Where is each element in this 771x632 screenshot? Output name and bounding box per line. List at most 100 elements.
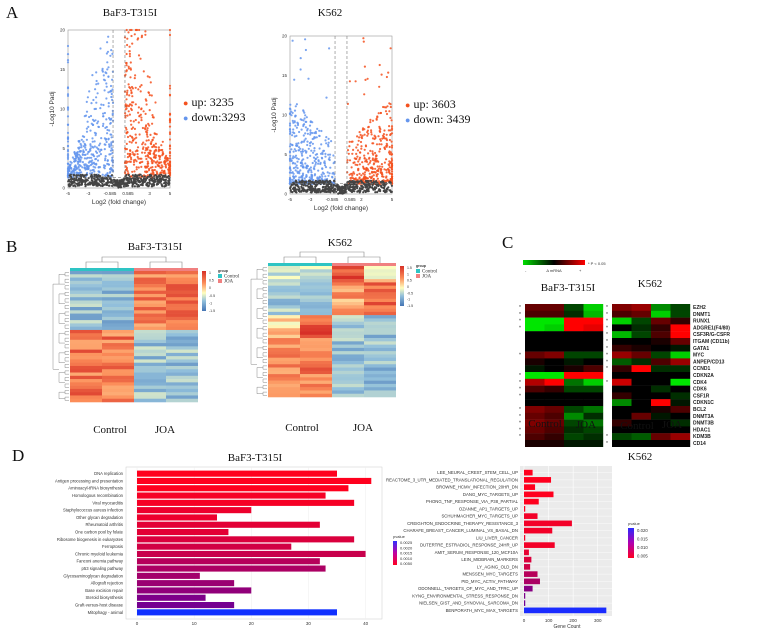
heatmap-cell	[268, 334, 300, 339]
up-point	[140, 116, 143, 119]
up-point	[144, 112, 147, 115]
down-point	[109, 54, 112, 57]
down-point	[104, 155, 107, 158]
heatmap-cell	[364, 266, 396, 270]
up-point	[133, 127, 136, 130]
down-point	[324, 175, 327, 178]
up-point	[140, 36, 143, 39]
up-point	[168, 113, 172, 116]
heatmap-cell	[631, 372, 652, 379]
legend-up: ● up: 3235	[183, 95, 245, 110]
legend-tick: 0.020	[637, 528, 648, 533]
down-point	[293, 78, 296, 81]
up-point	[390, 177, 394, 180]
down-point	[324, 152, 327, 155]
scale-tick: -0.5	[407, 291, 413, 295]
category-label: DUTERTRE_ESTRADIOL_RESPONSE_24HR_UP	[420, 543, 518, 548]
down-point	[302, 119, 305, 122]
heatmap-c-xlabel-control: Control	[528, 418, 562, 430]
bar	[524, 535, 526, 541]
ns-point	[143, 177, 146, 180]
down-point	[307, 147, 310, 150]
down-point	[105, 52, 108, 55]
heatmap-cell	[564, 399, 584, 407]
ns-point	[356, 180, 359, 183]
heatmap-cell	[102, 326, 134, 331]
heatmap-cell	[268, 331, 300, 336]
up-point	[356, 173, 359, 176]
heatmap-cell	[364, 338, 396, 342]
category-label: Staphylococcus aureus infection	[63, 508, 124, 513]
down-point	[82, 149, 85, 152]
panel-label-d: D	[12, 446, 25, 465]
up-point	[358, 156, 362, 159]
heatmap-cell	[631, 324, 652, 332]
ns-point	[335, 190, 338, 193]
panel-label-a: A	[6, 3, 19, 22]
heatmap-cell	[651, 419, 671, 427]
down-point	[291, 119, 294, 122]
up-point	[151, 114, 154, 117]
up-point	[385, 137, 388, 140]
down-point	[323, 164, 327, 167]
up-point	[377, 135, 380, 138]
heatmap-cell	[332, 308, 364, 313]
up-point	[385, 176, 388, 179]
down-point	[110, 142, 113, 146]
up-point	[129, 61, 132, 64]
bar	[137, 565, 326, 572]
significance-marker: *	[606, 366, 608, 372]
down-point	[324, 139, 327, 142]
up-point	[128, 140, 131, 143]
down-point	[108, 143, 111, 146]
down-point	[310, 176, 313, 179]
down-point	[305, 116, 308, 119]
up-point	[146, 154, 149, 158]
significance-marker: *	[519, 305, 521, 311]
heatmap-cell	[102, 385, 134, 390]
legend-title: pvalue	[393, 534, 406, 539]
down-point	[296, 144, 299, 147]
up-point	[383, 161, 386, 164]
up-point	[382, 175, 385, 178]
heatmap-cell	[332, 266, 364, 270]
ns-point	[359, 190, 362, 193]
ns-point	[164, 174, 167, 177]
y-tick-label: 15	[60, 67, 66, 72]
heatmap-cell	[70, 369, 102, 373]
ns-point	[290, 190, 293, 193]
down-point	[288, 150, 292, 153]
down-point	[96, 122, 99, 125]
significance-marker: *	[519, 387, 521, 393]
gene-label: DNMT3B	[693, 421, 714, 427]
down-point	[297, 178, 300, 181]
down-point	[301, 150, 304, 153]
up-point	[163, 172, 166, 175]
bar	[524, 491, 554, 498]
scale-tick: 0.5	[209, 279, 214, 283]
up-point	[130, 104, 133, 107]
heatmap-cell	[631, 378, 652, 386]
heatmap-cell	[134, 284, 166, 288]
down-point	[111, 78, 114, 81]
up-point	[145, 170, 148, 173]
up-point	[168, 163, 171, 166]
heatmap-cell	[612, 392, 632, 400]
up-point	[127, 110, 130, 113]
ns-point	[372, 182, 375, 185]
heatmap-cell	[268, 275, 300, 280]
heatmap-cell	[134, 379, 166, 383]
down-point	[85, 127, 88, 130]
heatmap-cell	[670, 399, 691, 407]
up-point	[140, 157, 143, 160]
bar	[137, 580, 235, 587]
heatmap-cell	[300, 390, 332, 395]
bar	[137, 521, 320, 528]
bar	[137, 543, 292, 550]
group-legend-title: group	[218, 269, 228, 273]
down-point	[110, 136, 113, 139]
heatmap-cell	[70, 326, 102, 331]
up-point	[154, 161, 157, 164]
down-point	[78, 139, 81, 143]
down-point	[306, 165, 309, 168]
